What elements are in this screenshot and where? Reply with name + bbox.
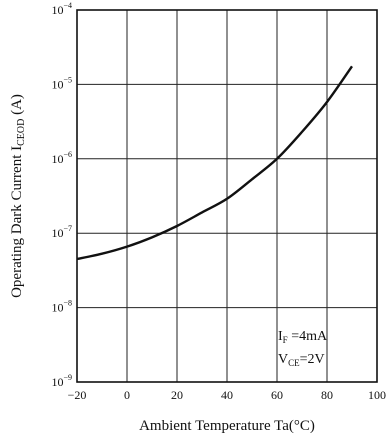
y-tick-base: 10	[51, 375, 63, 389]
y-tick-exponent: −6	[63, 150, 72, 159]
anno-vce-main: V	[278, 352, 288, 367]
dark-current-curve	[76, 65, 353, 261]
y-tick-exponent: −7	[63, 224, 72, 233]
y-tick-base: 10	[51, 226, 63, 240]
y-tick-labels: 10−910−810−710−610−510−4	[51, 1, 72, 389]
anno-if-main: I	[278, 329, 283, 344]
condition-annotation: IF =4mA VCE=2V	[278, 329, 328, 368]
y-tick-label: 10−8	[51, 299, 72, 315]
y-tick-exponent: −9	[63, 373, 72, 382]
anno-if-sub: F	[283, 335, 288, 345]
y-tick-base: 10	[51, 301, 63, 315]
x-tick-label: 60	[271, 388, 283, 402]
anno-if-value: =4mA	[288, 329, 328, 344]
y-tick-exponent: −5	[63, 75, 72, 84]
y-axis-title-main: Operating Dark Current I	[9, 146, 25, 298]
y-tick-exponent: −4	[63, 1, 72, 10]
y-tick-label: 10−9	[51, 373, 72, 389]
y-tick-base: 10	[51, 152, 63, 166]
x-tick-label: 80	[321, 388, 333, 402]
x-tick-label: 0	[124, 388, 130, 402]
x-tick-label: 20	[171, 388, 183, 402]
x-axis-title: Ambient Temperature Ta(°C)	[139, 418, 315, 434]
y-axis-title-unit: (A)	[9, 94, 25, 119]
x-tick-label: 40	[221, 388, 233, 402]
y-tick-label: 10−4	[51, 1, 72, 17]
svg-text:IF =4mA: IF =4mA	[278, 329, 328, 345]
y-tick-label: 10−6	[51, 150, 72, 166]
x-tick-label: −20	[68, 388, 87, 402]
svg-text:VCE=2V: VCE=2V	[278, 352, 325, 368]
y-tick-base: 10	[51, 77, 63, 91]
y-tick-exponent: −8	[63, 299, 72, 308]
y-tick-label: 10−7	[51, 224, 72, 240]
y-tick-base: 10	[51, 3, 63, 17]
plot-frame	[76, 9, 378, 383]
anno-vce-sub: CE	[288, 358, 300, 368]
grid-lines	[76, 9, 378, 383]
y-tick-label: 10−5	[51, 75, 72, 91]
x-tick-label: 100	[368, 388, 386, 402]
y-axis-title: Operating Dark Current ICEOD (A)	[9, 94, 27, 298]
x-tick-labels: −20 0 20 40 60 80 100	[68, 388, 386, 402]
anno-vce-value: =2V	[300, 352, 325, 367]
y-axis-title-sub: CEOD	[16, 119, 27, 146]
